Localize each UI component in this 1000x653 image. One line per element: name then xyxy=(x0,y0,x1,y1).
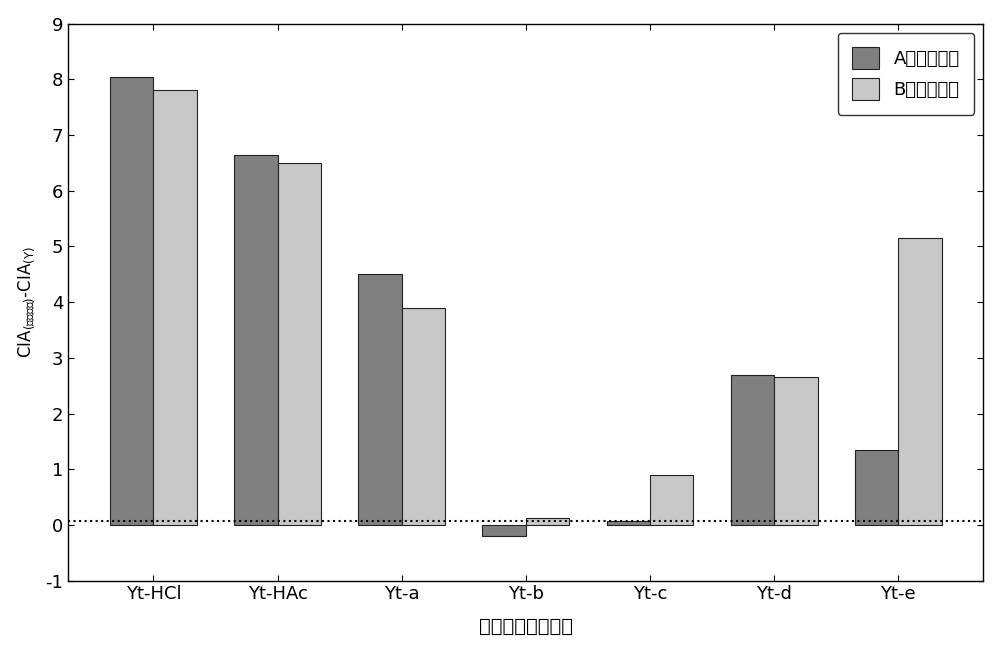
Legend: A（白云岩）, B（石灰岩）: A（白云岩）, B（石灰岩） xyxy=(838,33,974,115)
Bar xyxy=(234,155,278,525)
Bar xyxy=(774,377,818,525)
Bar xyxy=(526,518,569,525)
Bar xyxy=(482,525,526,536)
X-axis label: 碳酸盐岩酸不溶物: 碳酸盐岩酸不溶物 xyxy=(479,617,573,636)
Bar xyxy=(278,163,321,525)
Bar xyxy=(731,375,774,525)
Bar xyxy=(153,91,197,525)
Bar xyxy=(898,238,942,525)
Bar xyxy=(402,308,445,525)
Y-axis label: CIA$_{\rm (酸不溶物)}$-CIA$_{\rm (Y)}$: CIA$_{\rm (酸不溶物)}$-CIA$_{\rm (Y)}$ xyxy=(17,246,37,358)
Bar xyxy=(650,475,693,525)
Bar xyxy=(855,450,898,525)
Bar xyxy=(358,274,402,525)
Bar xyxy=(110,76,153,525)
Bar xyxy=(607,521,650,525)
